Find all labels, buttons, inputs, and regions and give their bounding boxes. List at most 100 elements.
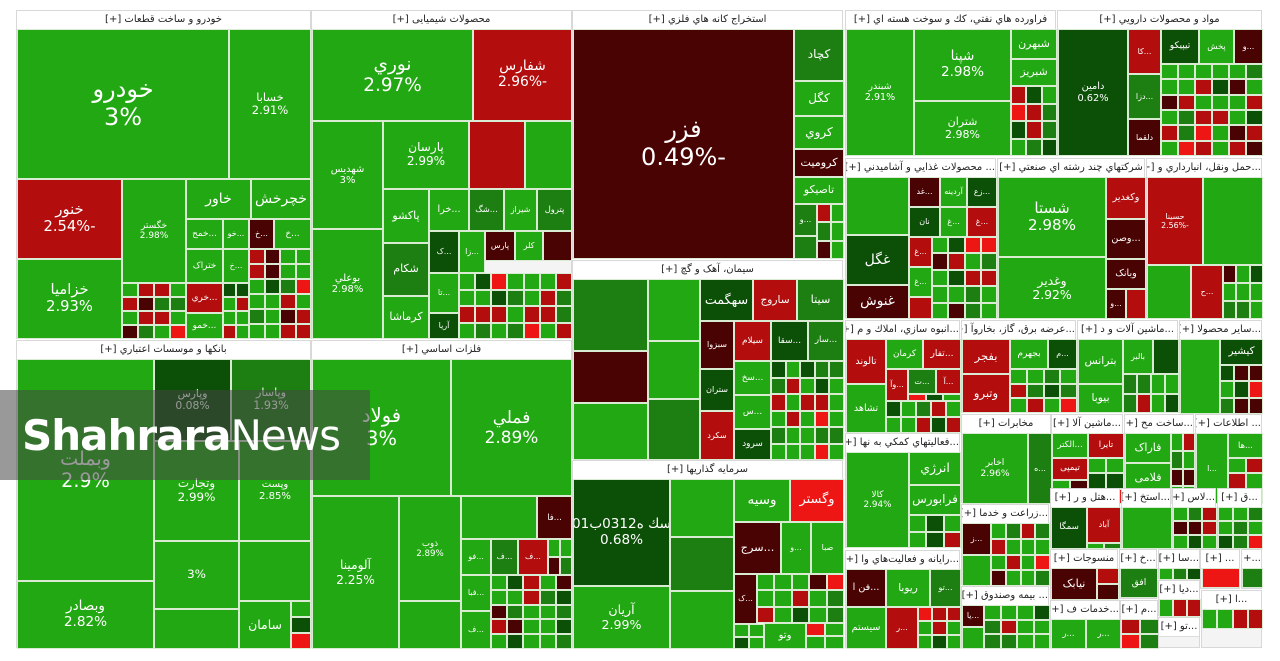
stock-tile[interactable]: صبا — [811, 522, 844, 574]
stock-tile[interactable] — [809, 590, 827, 607]
stock-tile[interactable] — [946, 401, 961, 417]
stock-tile[interactable] — [1233, 507, 1248, 521]
stock-tile[interactable] — [280, 324, 296, 339]
stock-tile[interactable]: غگل — [846, 235, 909, 285]
stock-tile[interactable]: ختراک — [186, 249, 223, 283]
stock-tile[interactable] — [943, 515, 961, 532]
stock-tile[interactable]: سك ه0312ب01 0.68% — [573, 479, 670, 586]
stock-tile[interactable]: کگل — [794, 81, 844, 116]
stock-tile[interactable] — [239, 541, 311, 601]
stock-tile[interactable] — [794, 236, 817, 259]
stock-tile[interactable]: ...تفار — [923, 339, 961, 369]
stock-tile[interactable]: شتران 2.98% — [914, 101, 1011, 156]
stock-tile[interactable] — [459, 273, 476, 290]
stock-tile[interactable] — [1010, 398, 1027, 413]
stock-tile[interactable] — [1229, 94, 1246, 110]
stock-tile[interactable] — [1000, 605, 1017, 620]
stock-tile[interactable] — [539, 306, 556, 323]
stock-tile[interactable] — [491, 273, 508, 290]
stock-tile[interactable]: تیپیکو — [1161, 29, 1199, 64]
stock-tile[interactable]: ذوب 2.89% — [399, 496, 461, 601]
stock-tile[interactable] — [991, 570, 1006, 586]
stock-tile[interactable] — [1043, 383, 1061, 399]
stock-tile[interactable] — [122, 325, 138, 339]
stock-tile[interactable]: 3% — [154, 541, 239, 609]
stock-tile[interactable] — [830, 240, 844, 259]
stock-tile[interactable] — [1249, 301, 1263, 319]
stock-tile[interactable]: پارس — [485, 231, 515, 261]
stock-tile[interactable] — [785, 443, 801, 460]
stock-tile[interactable] — [1161, 125, 1178, 141]
stock-tile[interactable] — [1005, 523, 1021, 539]
stock-tile[interactable] — [1151, 374, 1165, 394]
stock-tile[interactable]: افق — [1120, 568, 1158, 598]
stock-tile[interactable]: ...ر — [1086, 619, 1121, 649]
stock-tile[interactable]: پارسان 2.99% — [383, 121, 469, 189]
stock-tile[interactable] — [1060, 383, 1077, 399]
stock-tile[interactable] — [461, 496, 537, 539]
stock-tile[interactable]: سمگا — [1051, 507, 1087, 549]
stock-tile[interactable] — [475, 322, 492, 339]
stock-tile[interactable] — [984, 634, 1001, 649]
stock-tile[interactable] — [962, 627, 984, 649]
stock-tile[interactable] — [1248, 521, 1263, 535]
stock-tile[interactable] — [948, 269, 965, 287]
sector-header[interactable]: ...خ [+] — [1120, 550, 1156, 569]
stock-tile[interactable]: ...غ — [909, 267, 932, 297]
stock-tile[interactable] — [507, 289, 524, 306]
stock-tile[interactable] — [1178, 79, 1195, 95]
stock-tile[interactable] — [280, 279, 296, 294]
stock-tile[interactable] — [980, 269, 997, 287]
stock-tile[interactable] — [771, 394, 786, 411]
stock-tile[interactable]: شپنا 2.98% — [914, 29, 1011, 101]
stock-tile[interactable] — [1228, 458, 1246, 474]
stock-tile[interactable] — [1020, 523, 1036, 539]
stock-tile[interactable] — [1026, 86, 1042, 104]
stock-tile[interactable]: ...آ — [936, 369, 961, 394]
stock-tile[interactable] — [1187, 599, 1201, 617]
stock-tile[interactable]: ستران — [700, 369, 734, 411]
stock-tile[interactable] — [1171, 468, 1183, 487]
stock-tile[interactable] — [1017, 619, 1034, 635]
stock-tile[interactable] — [525, 121, 572, 189]
stock-tile[interactable]: سهگمت — [700, 279, 753, 321]
stock-tile[interactable] — [814, 377, 830, 394]
stock-tile[interactable] — [932, 621, 947, 635]
stock-tile[interactable] — [1104, 543, 1121, 549]
stock-tile[interactable] — [1229, 64, 1246, 80]
stock-tile[interactable] — [1195, 125, 1212, 141]
stock-tile[interactable] — [1088, 473, 1106, 489]
stock-tile[interactable] — [964, 269, 981, 287]
stock-tile[interactable] — [1026, 121, 1042, 139]
stock-tile[interactable] — [249, 279, 265, 294]
stock-tile[interactable] — [800, 394, 815, 411]
stock-tile[interactable] — [771, 377, 786, 394]
stock-tile[interactable] — [1035, 538, 1050, 555]
stock-tile[interactable] — [1165, 393, 1179, 413]
stock-tile[interactable] — [785, 427, 801, 444]
stock-tile[interactable] — [829, 361, 844, 378]
stock-tile[interactable] — [539, 273, 556, 290]
stock-tile[interactable]: ...زا — [459, 231, 485, 273]
stock-tile[interactable] — [948, 253, 965, 270]
stock-tile[interactable] — [1229, 79, 1246, 95]
stock-tile[interactable] — [785, 394, 801, 411]
stock-tile[interactable] — [1011, 121, 1027, 139]
stock-tile[interactable]: شهدیس 3% — [312, 121, 383, 229]
stock-tile[interactable] — [926, 515, 944, 532]
stock-tile[interactable] — [1161, 110, 1178, 126]
stock-tile[interactable]: ...ک — [429, 231, 459, 273]
stock-tile[interactable] — [1126, 289, 1146, 319]
stock-tile[interactable] — [1005, 570, 1021, 586]
stock-tile[interactable]: شبریز — [1011, 59, 1057, 86]
stock-tile[interactable] — [1229, 110, 1246, 126]
stock-tile[interactable]: ...دزا — [1128, 74, 1161, 119]
stock-tile[interactable] — [1017, 605, 1034, 620]
stock-tile[interactable] — [809, 606, 827, 623]
stock-tile[interactable]: کرومیت — [794, 149, 844, 177]
stock-tile[interactable]: نوري 2.97% — [312, 29, 473, 121]
stock-tile[interactable] — [1212, 64, 1229, 80]
stock-tile[interactable] — [785, 361, 801, 378]
stock-tile[interactable] — [1242, 568, 1263, 588]
stock-tile[interactable] — [1236, 283, 1250, 301]
